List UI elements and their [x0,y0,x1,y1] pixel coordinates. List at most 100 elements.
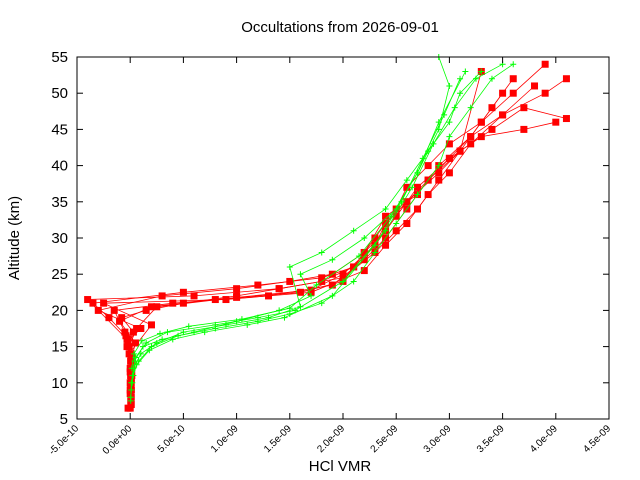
data-point [350,278,357,285]
data-point [340,278,346,285]
data-point [190,292,198,300]
data-point [128,365,135,372]
data-point [105,314,113,322]
data-point [191,329,198,336]
data-point [153,303,161,311]
data-point [201,329,208,336]
data-point [403,177,410,184]
data-point [457,75,464,82]
data-point [133,325,141,332]
series-line [130,78,461,401]
series-0 [84,60,570,412]
series-line [113,92,503,391]
x-tick-label: 4.0e-09 [528,423,560,455]
data-point [467,140,475,148]
data-point [350,227,357,234]
data-point [110,306,118,314]
data-point [275,285,283,293]
data-point [520,104,528,112]
y-tick-label: 55 [51,49,68,66]
data-point [360,267,368,275]
series-1 [127,54,517,404]
data-point [562,115,570,123]
data-point [409,184,416,191]
data-point [169,336,176,343]
data-point [127,357,135,365]
data-point [382,206,389,213]
data-point [473,75,479,82]
data-point [89,299,97,307]
x-tick-label: 1.5e-09 [262,423,294,455]
data-point [286,305,293,312]
x-tick-label: -5.0e-10 [47,423,81,457]
data-point [329,256,336,263]
data-point [313,282,320,289]
data-point [185,323,192,330]
data-point [382,241,390,249]
y-tick-label: 45 [51,121,68,138]
data-point [392,212,400,220]
data-point [127,397,134,404]
data-point [446,82,453,89]
data-point [462,68,469,75]
series-line [97,78,514,401]
data-point [488,125,496,133]
series-line [130,71,482,391]
plot-series [84,54,570,412]
chart-title: Occultations from 2026-09-01 [241,19,439,36]
data-point [435,169,443,177]
data-point [413,183,421,191]
data-point [244,321,251,328]
data-point [360,256,368,264]
data-point [158,292,166,300]
data-point [382,212,390,220]
data-point [286,263,293,270]
data-point [142,306,150,314]
data-point [329,292,336,299]
data-point [541,89,549,97]
data-point [339,270,347,278]
data-point [123,335,131,343]
data-point [371,234,379,242]
data-point [238,316,245,323]
data-point [139,343,146,350]
data-point [445,154,453,162]
data-point [179,288,187,296]
series-line [130,63,514,398]
data-point [118,314,126,322]
data-point [382,227,389,234]
data-point [477,133,485,141]
data-point [147,303,155,311]
data-point [445,140,453,148]
data-point [297,271,304,278]
data-point [499,89,507,97]
data-point [156,330,163,337]
data-point [84,296,92,304]
data-point [393,220,400,227]
data-point [403,183,411,191]
data-point [159,336,166,343]
data-point [222,296,230,304]
series-line [133,63,503,376]
data-point [100,299,108,307]
data-point [499,111,507,119]
y-tick-label: 40 [51,158,68,175]
series-line [128,121,556,398]
data-point [143,339,150,346]
x-tick-label: 2.0e-09 [315,423,347,455]
data-point [124,404,132,412]
data-point [233,293,241,301]
data-point [138,337,145,344]
data-point [392,227,400,235]
data-point [339,274,347,282]
data-point [509,89,517,97]
data-point [147,321,155,329]
data-point [552,118,560,126]
series-line [118,107,567,409]
data-point [414,191,421,198]
series-line [131,56,450,383]
data-point [435,176,443,184]
data-point [424,191,432,199]
data-point [531,82,539,90]
